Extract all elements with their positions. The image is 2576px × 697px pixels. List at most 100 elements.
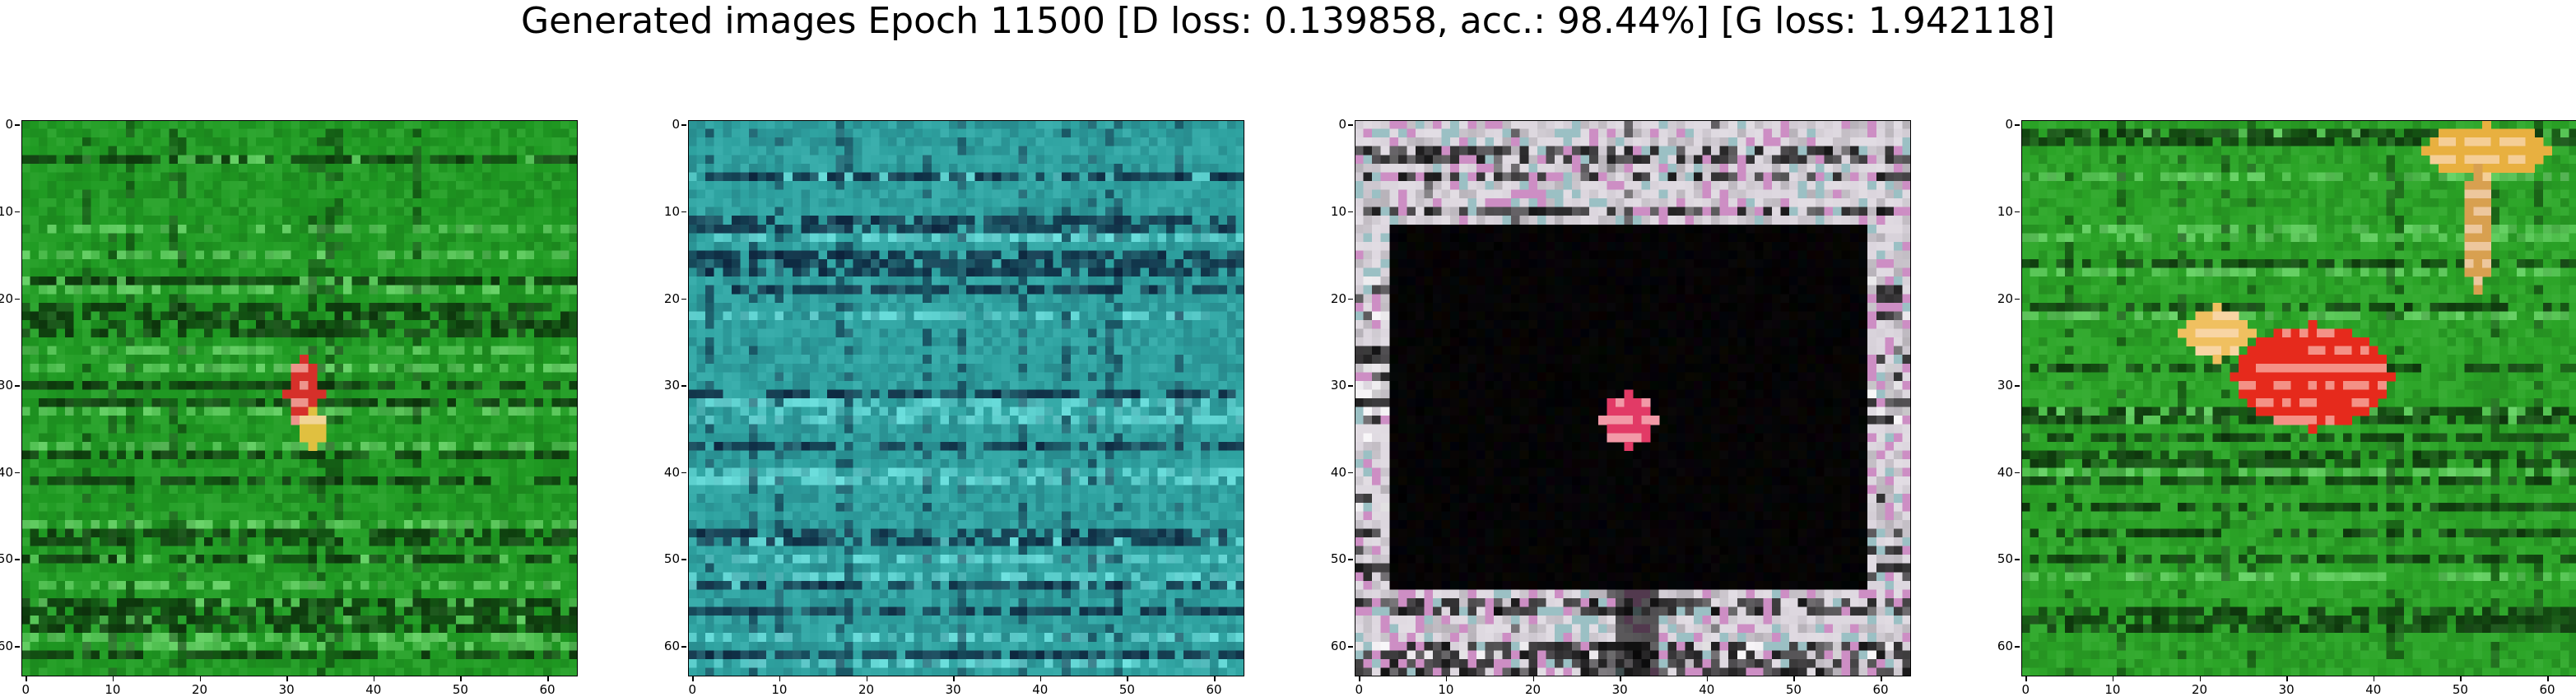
x-tick [1706,676,1709,681]
y-tick [2015,646,2020,648]
y-tick-label: 40 [1330,464,1346,480]
y-tick-label: 30 [1330,378,1346,393]
blob-pixel [2273,337,2283,347]
x-tick-label: 0 [688,682,697,697]
blob-pixel [308,433,318,443]
blob-pixel [1633,424,1643,434]
blob-pixel [2203,346,2213,355]
blob-pixel [2220,311,2231,321]
blob-pixel [2481,216,2491,225]
blob-pixel [2308,363,2318,373]
blob-pixel [2247,372,2257,382]
blob-pixel [2481,172,2491,182]
blob-pixel [2186,337,2196,347]
blob-pixel [1615,407,1625,416]
blob-pixel [1633,407,1643,416]
blob-pixel [2290,380,2300,391]
blob-pixel [2517,128,2527,138]
blob-pixel [2264,407,2274,416]
blob-pixel [308,363,318,373]
blob-pixel [2264,346,2274,355]
blob-pixel [2360,363,2370,373]
blob-pixel [2230,346,2239,355]
blob-pixel [2508,155,2518,165]
x-tick [1881,676,1882,681]
x-tick-label: 0 [21,682,30,697]
y-tick-label: 10 [1330,203,1346,219]
blob-pixel [2369,363,2378,373]
blob-pixel [2490,146,2500,156]
blob-pixel [2290,346,2300,355]
x-tick [1214,676,1216,681]
x-tick [866,676,868,681]
x-tick-label: 50 [1118,682,1135,697]
blob-pixel [2239,319,2248,330]
blob-pixel [2308,416,2318,425]
blob-pixel [2308,424,2318,434]
blob-pixel [2317,328,2327,338]
x-tick-label: 30 [278,682,295,697]
x-tick-label: 0 [2021,682,2030,697]
blob-pixel [300,355,309,365]
blob-pixel [2525,146,2535,156]
y-tick [681,559,686,560]
blob-pixel [300,380,309,391]
blob-pixel [2464,216,2474,225]
blob-pixel [2473,224,2483,234]
blob-pixel [2247,346,2257,355]
blob-pixel [2299,398,2309,408]
x-tick [2547,676,2549,681]
blob-pixel [2517,163,2527,173]
blob-pixel [1641,416,1651,425]
blob-pixel [2308,355,2318,365]
x-tick [460,676,462,681]
y-tick [681,646,686,648]
blob-pixel [2281,389,2292,399]
x-tick [2373,676,2375,681]
blob-pixel [2281,380,2292,391]
y-tick [15,298,20,300]
blob-pixel [2299,346,2309,355]
blob-pixel [1607,416,1616,425]
blob-pixel [2473,285,2483,295]
blob-pixel [2464,198,2474,208]
blob-pixel [2281,407,2292,416]
blob-pixel [2481,120,2491,130]
blob-pixel [2481,241,2491,252]
blob-pixel [2230,319,2239,330]
y-tick [2015,124,2020,126]
blob-pixel [2481,137,2491,147]
y-tick-label: 60 [0,639,13,654]
image-pixels [21,120,578,676]
blob-pixel [2290,355,2300,365]
blob-pixel [2264,363,2274,373]
y-tick-label: 0 [672,117,680,132]
x-tick-label: 40 [365,682,382,697]
blob-pixel [2378,372,2388,382]
blob-pixel [2464,233,2474,243]
blob-pixel [2290,389,2300,399]
blob-pixel [2378,355,2388,365]
blob-pixel [291,389,300,399]
blob-pixel [2369,380,2378,391]
blob-pixel [2281,355,2292,365]
x-tick [2460,676,2462,681]
blob-pixel [2290,337,2300,347]
blob-pixel [317,424,327,434]
y-tick-label: 0 [5,117,13,132]
blob-pixel [2230,311,2239,321]
blob-pixel [2473,207,2483,216]
blob-pixel [2481,224,2491,234]
blob-pixel [2430,146,2439,156]
blob-pixel [1624,389,1634,399]
blob-pixel [2325,346,2335,355]
blob-pixel [1624,416,1634,425]
blob-pixel [2351,372,2361,382]
blob-pixel [2481,189,2491,199]
blob-pixel [2342,328,2352,338]
blob-pixel [291,398,300,408]
x-tick-label: 20 [2191,682,2208,697]
blob-pixel [2186,319,2196,330]
y-tick [681,472,686,474]
blob-pixel [1624,441,1634,451]
